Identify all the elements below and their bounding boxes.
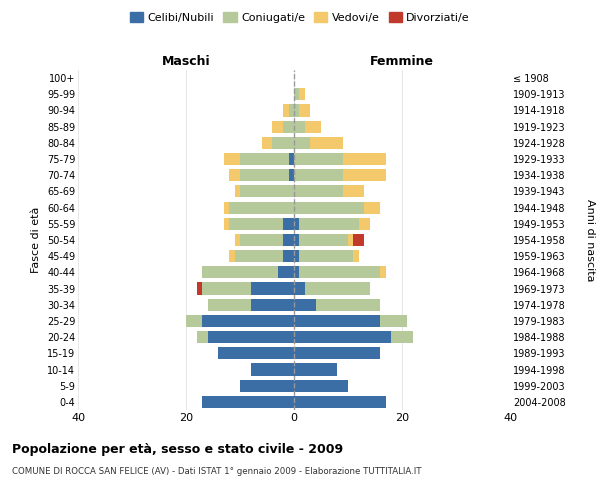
Bar [229,169,240,181]
Bar [229,250,235,262]
Bar [278,266,294,278]
Bar [202,266,278,278]
Bar [294,120,305,132]
Bar [294,298,316,311]
Text: COMUNE DI ROCCA SAN FELICE (AV) - Dati ISTAT 1° gennaio 2009 - Elaborazione TUTT: COMUNE DI ROCCA SAN FELICE (AV) - Dati I… [12,468,421,476]
Bar [283,250,294,262]
Bar [299,250,353,262]
Legend: Celibi/Nubili, Coniugati/e, Vedovi/e, Divorziati/e: Celibi/Nubili, Coniugati/e, Vedovi/e, Di… [125,8,475,28]
Bar [283,120,294,132]
Bar [316,298,380,311]
Bar [289,104,294,117]
Bar [235,250,283,262]
Bar [272,120,283,132]
Bar [262,137,272,149]
Bar [299,266,380,278]
Bar [294,218,299,230]
Bar [294,202,364,213]
Text: Maschi: Maschi [161,54,211,68]
Bar [294,234,299,246]
Bar [294,104,299,117]
Bar [294,169,343,181]
Bar [235,234,240,246]
Bar [240,186,294,198]
Bar [294,348,380,360]
Bar [251,298,294,311]
Bar [294,364,337,376]
Bar [208,298,251,311]
Bar [380,266,386,278]
Bar [283,104,289,117]
Bar [305,282,370,294]
Bar [283,218,294,230]
Text: Femmine: Femmine [370,54,434,68]
Bar [218,348,294,360]
Bar [289,169,294,181]
Bar [343,169,386,181]
Bar [299,218,359,230]
Bar [272,137,294,149]
Bar [197,331,208,343]
Bar [353,250,359,262]
Bar [240,380,294,392]
Bar [186,315,202,327]
Bar [202,282,251,294]
Bar [359,218,370,230]
Y-axis label: Anni di nascita: Anni di nascita [585,198,595,281]
Bar [251,282,294,294]
Bar [294,282,305,294]
Bar [224,202,229,213]
Bar [283,234,294,246]
Bar [294,396,386,408]
Bar [391,331,413,343]
Bar [294,315,380,327]
Bar [353,234,364,246]
Bar [294,331,391,343]
Bar [305,120,321,132]
Bar [289,153,294,165]
Bar [294,250,299,262]
Bar [240,234,283,246]
Bar [235,186,240,198]
Bar [299,104,310,117]
Bar [294,380,348,392]
Y-axis label: Fasce di età: Fasce di età [31,207,41,273]
Text: Popolazione per età, sesso e stato civile - 2009: Popolazione per età, sesso e stato civil… [12,442,343,456]
Bar [380,315,407,327]
Bar [229,202,294,213]
Bar [364,202,380,213]
Bar [251,364,294,376]
Bar [197,282,202,294]
Bar [294,137,310,149]
Bar [240,153,289,165]
Bar [208,331,294,343]
Bar [299,88,305,101]
Bar [294,186,343,198]
Bar [343,153,386,165]
Bar [343,186,364,198]
Bar [348,234,353,246]
Bar [202,315,294,327]
Bar [294,88,299,101]
Bar [224,218,229,230]
Bar [299,234,348,246]
Bar [310,137,343,149]
Bar [294,266,299,278]
Bar [294,153,343,165]
Bar [240,169,289,181]
Bar [224,153,240,165]
Bar [229,218,283,230]
Bar [202,396,294,408]
